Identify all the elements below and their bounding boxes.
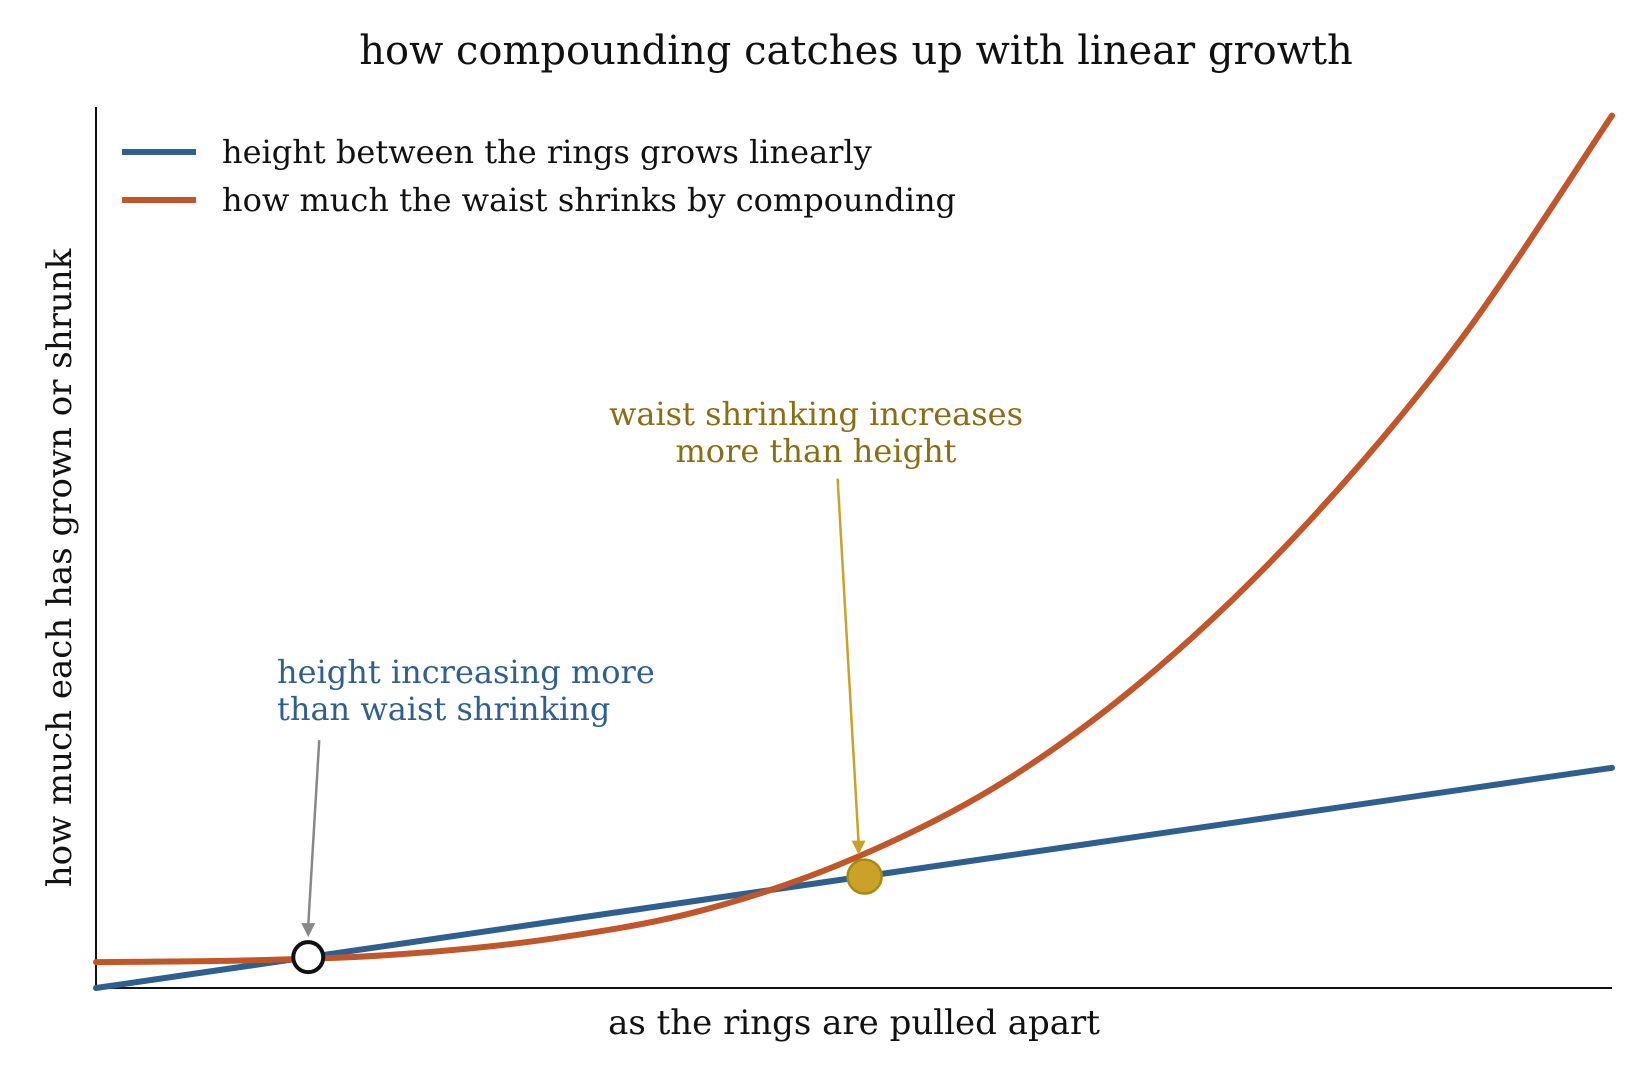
annotation-right-line-1: waist shrinking increases <box>608 395 1024 433</box>
annotation-text-right: waist shrinking increases more than heig… <box>609 396 1023 470</box>
legend-label-compounding: how much the waist shrinks by compoundin… <box>222 181 957 219</box>
series-line-compounding-waist <box>93 112 1615 966</box>
legend-swatch-compounding <box>122 197 196 203</box>
annotation-arrowhead-left <box>301 923 316 938</box>
crossing-point-marker-right <box>846 858 883 895</box>
annotation-arrow-right <box>836 478 860 843</box>
annotation-text-left: height increasing more than waist shrink… <box>277 654 655 728</box>
legend-item-linear: height between the rings grows linearly <box>122 128 956 176</box>
crossing-point-marker-left <box>291 940 326 975</box>
legend-item-compounding: how much the waist shrinks by compoundin… <box>122 176 956 224</box>
legend-label-linear: height between the rings grows linearly <box>222 133 872 171</box>
chart-legend: height between the rings grows linearly … <box>122 128 956 224</box>
annotation-arrow-left <box>307 740 321 926</box>
x-axis-label: as the rings are pulled apart <box>608 1003 1100 1043</box>
annotation-left-line-1: height increasing more <box>277 653 655 691</box>
annotation-arrowhead-right <box>851 840 866 855</box>
chart-title: how compounding catches up with linear g… <box>359 28 1353 74</box>
legend-swatch-linear <box>122 149 196 155</box>
annotation-right-line-2: more than height <box>675 432 957 470</box>
y-axis-label: how much each has grown or shrunk <box>40 248 80 888</box>
annotation-left-line-2: than waist shrinking <box>277 690 611 728</box>
